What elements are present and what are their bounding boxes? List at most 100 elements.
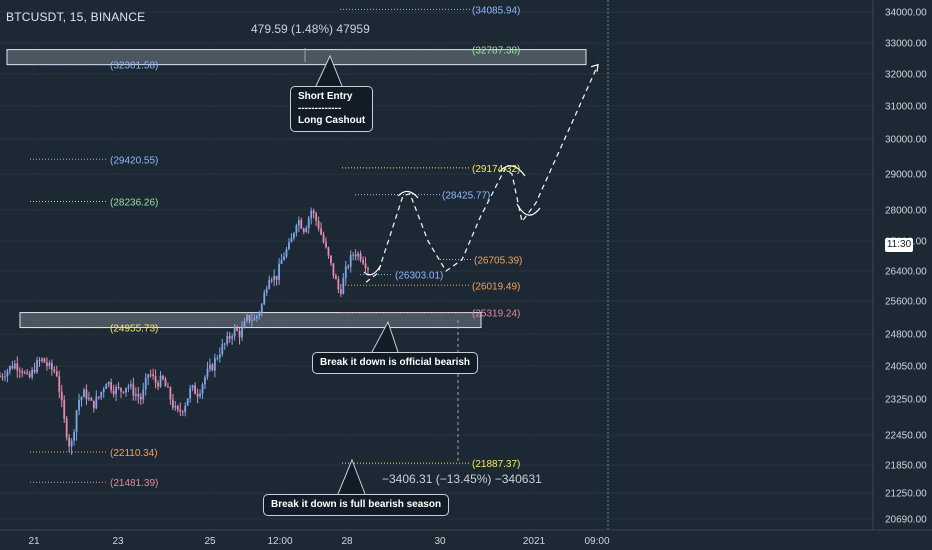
candle-body bbox=[295, 225, 298, 234]
candle-body bbox=[100, 391, 103, 398]
price-axis-labels: 34000.00 33000.00 32000.00 31000.00 30000.00… bbox=[885, 8, 927, 526]
candle-body bbox=[142, 389, 145, 400]
candle-body bbox=[334, 275, 337, 280]
candle-body bbox=[201, 384, 204, 394]
level-label: (21887.37) bbox=[472, 459, 520, 470]
candle-body bbox=[315, 213, 318, 221]
candle-body bbox=[327, 247, 330, 256]
candle-body bbox=[97, 396, 100, 398]
candle-body bbox=[159, 375, 162, 387]
candle-body bbox=[50, 362, 53, 370]
candle-body bbox=[134, 394, 137, 396]
candle-body bbox=[241, 327, 243, 338]
callout-pointer-short bbox=[315, 54, 343, 87]
candle-body bbox=[129, 384, 132, 387]
candle-body bbox=[204, 376, 206, 385]
candle-body bbox=[70, 440, 73, 447]
candle-body bbox=[117, 386, 120, 388]
candle-body bbox=[41, 358, 43, 362]
candle-body bbox=[297, 220, 300, 226]
candle-body bbox=[95, 396, 98, 409]
candle-body bbox=[169, 387, 172, 400]
zone-layer bbox=[6, 49, 587, 329]
candle-body bbox=[352, 254, 355, 256]
candle-body bbox=[36, 360, 38, 373]
candle-body bbox=[60, 391, 63, 401]
candle-body bbox=[1, 376, 4, 378]
candle-body bbox=[137, 394, 140, 397]
candle-body bbox=[226, 336, 229, 344]
time-axis-label: 28 bbox=[341, 536, 353, 547]
candle-body bbox=[132, 384, 135, 396]
candle-body bbox=[63, 400, 66, 419]
candle-body bbox=[28, 373, 31, 378]
candle-body bbox=[127, 386, 130, 388]
time-axis-label: 12:00 bbox=[267, 536, 292, 547]
candle-body bbox=[58, 376, 61, 392]
candle-body bbox=[85, 389, 88, 400]
candle-body bbox=[80, 397, 83, 401]
short-entry-line3: Long Cashout bbox=[298, 115, 366, 126]
level-label: (22110.34) bbox=[110, 448, 158, 459]
candle-body bbox=[325, 242, 327, 248]
candle-body bbox=[73, 432, 75, 441]
candle-body bbox=[238, 330, 241, 338]
short-entry-line2: ------------- bbox=[298, 103, 342, 114]
candle-body bbox=[48, 362, 51, 366]
price-axis-label: 33000.00 bbox=[885, 39, 927, 50]
candle-body bbox=[191, 385, 194, 389]
candle-body bbox=[115, 386, 117, 395]
candle-body bbox=[231, 336, 234, 339]
candle-body bbox=[307, 218, 310, 228]
candle-body bbox=[189, 388, 192, 399]
candle-body bbox=[43, 358, 46, 363]
candle-body bbox=[362, 259, 364, 264]
candle-body bbox=[149, 374, 152, 376]
candle-body bbox=[268, 279, 271, 289]
candle-body bbox=[162, 375, 164, 380]
candle-body bbox=[8, 365, 11, 371]
candle-body bbox=[260, 304, 263, 313]
candle-body bbox=[194, 385, 197, 395]
time-axis-label: 23 bbox=[112, 536, 124, 547]
candle-body bbox=[46, 362, 48, 366]
candle-body bbox=[4, 376, 6, 378]
projection-arrowhead bbox=[590, 63, 599, 72]
price-axis-label: 22450.00 bbox=[885, 431, 927, 442]
short-entry-line1: Short Entry bbox=[298, 91, 353, 102]
candle-body bbox=[342, 278, 345, 294]
candle-body bbox=[176, 405, 179, 410]
price-axis-label: 26400.00 bbox=[885, 267, 927, 278]
candle-body bbox=[120, 387, 122, 392]
full-bearish-callout: Break it down is full bearish season bbox=[263, 494, 450, 516]
annotation-layer bbox=[304, 0, 609, 530]
current-price-tag: 11:30 bbox=[885, 238, 913, 252]
candle-body bbox=[181, 411, 184, 413]
candle-body bbox=[357, 253, 360, 257]
candle-body bbox=[263, 292, 266, 305]
time-axis-label: 21 bbox=[28, 536, 40, 547]
candle-body bbox=[55, 371, 58, 377]
candle-body bbox=[349, 254, 352, 267]
candle-body bbox=[337, 279, 340, 290]
projection-path bbox=[365, 64, 599, 283]
candle-body bbox=[88, 398, 90, 400]
candle-body bbox=[16, 363, 19, 371]
candle-body bbox=[199, 393, 201, 397]
price-axis-label: 20690.00 bbox=[885, 515, 927, 526]
measure-bottom-text: −3406.31 (−13.45%) −340631 bbox=[382, 472, 542, 486]
price-axis-label: 21250.00 bbox=[885, 489, 927, 500]
candle-body bbox=[322, 234, 325, 243]
candle-body bbox=[302, 228, 305, 233]
level-label: (26019.49) bbox=[472, 281, 520, 292]
level-label: (29420.55) bbox=[110, 155, 158, 166]
symbol-title: BTCUSDT, 15, BINANCE bbox=[6, 10, 146, 24]
candle-body bbox=[11, 365, 14, 369]
candle-body bbox=[290, 238, 293, 243]
candle-body bbox=[305, 227, 308, 233]
candle-body bbox=[167, 386, 169, 388]
candle-body bbox=[68, 437, 71, 447]
price-axis-label: 31000.00 bbox=[885, 102, 927, 113]
